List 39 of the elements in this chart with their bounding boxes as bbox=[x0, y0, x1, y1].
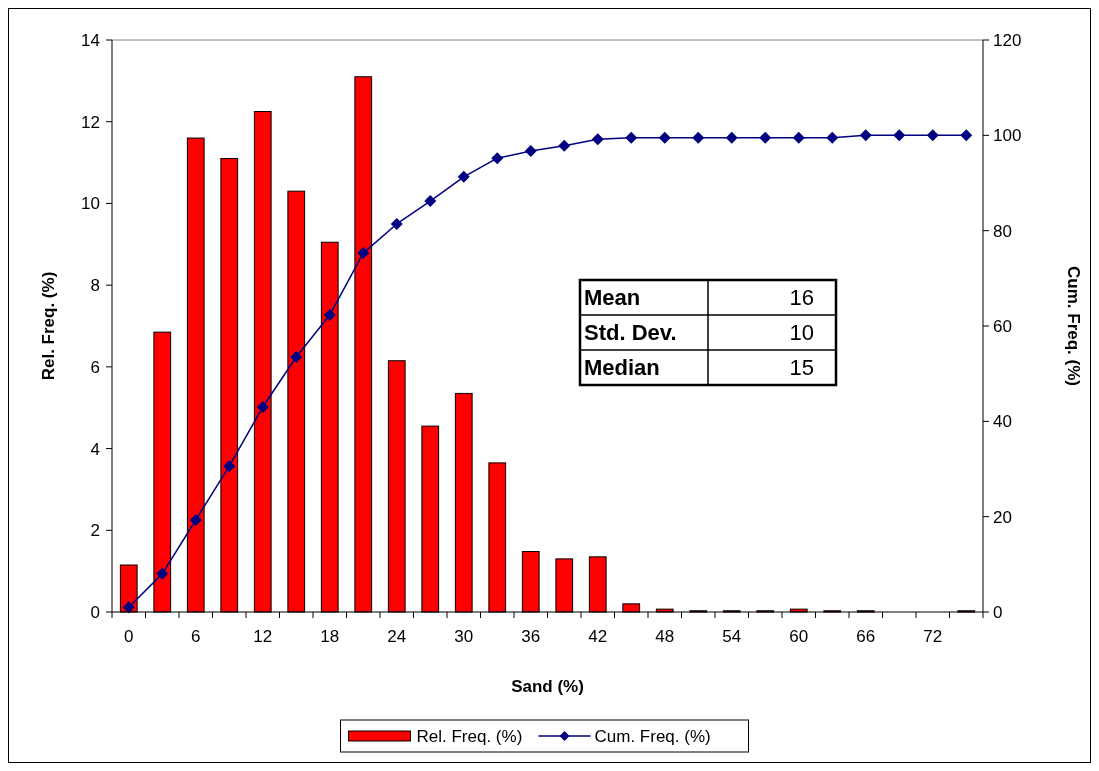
x-tick-label: 12 bbox=[253, 627, 273, 646]
annotation: 10 bbox=[789, 320, 814, 346]
y-tick-label: 10 bbox=[81, 194, 100, 214]
x-axis-title: Sand (%) bbox=[511, 677, 584, 696]
annotation: 15 bbox=[789, 355, 814, 381]
y2-tick-label: 20 bbox=[993, 507, 1012, 527]
y-tick-label: 2 bbox=[90, 521, 100, 541]
x-tick-label: 18 bbox=[320, 627, 340, 646]
x-tick-label: 42 bbox=[588, 627, 608, 646]
y-axis-title: Rel. Freq. (%) bbox=[39, 271, 58, 381]
x-tick-label: 30 bbox=[454, 627, 474, 646]
annotation: 16 bbox=[789, 285, 814, 311]
x-tick-label: 6 bbox=[191, 627, 201, 646]
annotation: Std. Dev. bbox=[584, 320, 677, 346]
x-tick-label: 0 bbox=[124, 627, 134, 646]
y2-tick-label: 40 bbox=[993, 412, 1012, 432]
y-tick-label: 12 bbox=[81, 112, 100, 132]
x-tick-label: 24 bbox=[387, 627, 407, 646]
legend-label: Cum. Freq. (%) bbox=[594, 726, 711, 746]
x-tick-label: 66 bbox=[856, 627, 876, 646]
y2-tick-label: 100 bbox=[993, 126, 1022, 146]
y-tick-label: 4 bbox=[90, 439, 100, 459]
y2-tick-label: 80 bbox=[993, 221, 1012, 241]
y-tick-label: 0 bbox=[90, 602, 100, 622]
x-tick-label: 60 bbox=[789, 627, 809, 646]
y-tick-label: 8 bbox=[90, 276, 100, 296]
x-tick-label: 72 bbox=[923, 627, 943, 646]
annotation: Median bbox=[584, 355, 660, 381]
y-tick-label: 6 bbox=[90, 357, 100, 377]
legend-label: Rel. Freq. (%) bbox=[416, 726, 523, 746]
y2-tick-label: 0 bbox=[993, 602, 1003, 622]
y2-tick-label: 120 bbox=[993, 30, 1022, 50]
y2-tick-label: 60 bbox=[993, 316, 1012, 336]
x-tick-label: 36 bbox=[521, 627, 541, 646]
annotation: Mean bbox=[584, 285, 641, 311]
y-tick-label: 14 bbox=[81, 30, 100, 50]
y2-axis-title: Cum. Freq. (%) bbox=[1064, 266, 1083, 386]
x-tick-label: 54 bbox=[722, 627, 742, 646]
x-tick-label: 48 bbox=[655, 627, 675, 646]
